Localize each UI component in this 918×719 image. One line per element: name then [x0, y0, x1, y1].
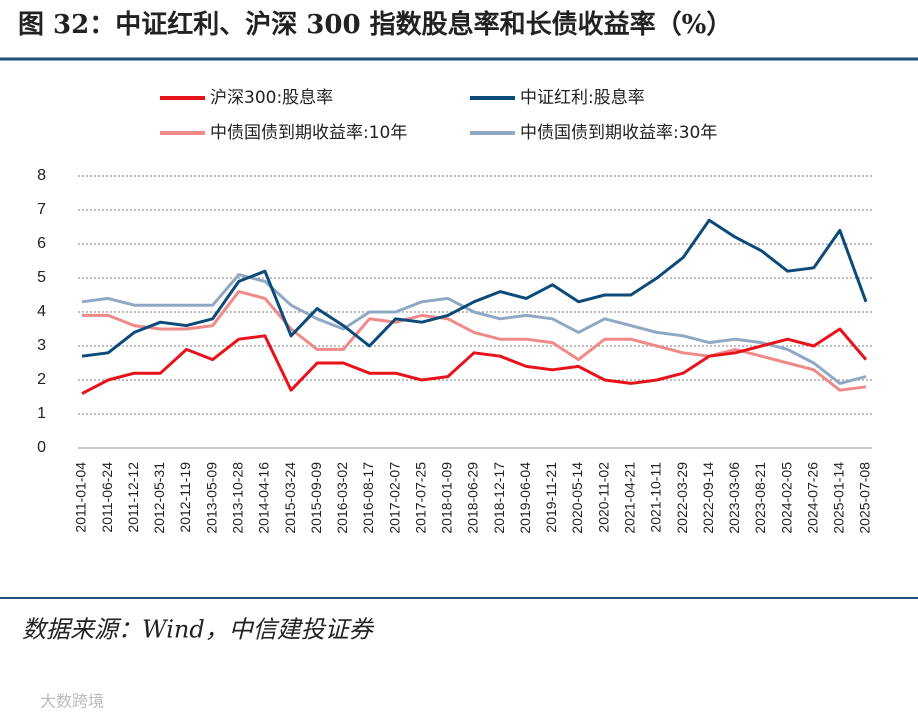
x-tick-label: 2021-10-11: [648, 462, 664, 533]
x-tick-label: 2025-01-14: [831, 462, 847, 534]
x-tick-label: 2021-04-21: [622, 462, 638, 534]
x-tick-label: 2020-05-14: [569, 462, 585, 534]
legend-label: 中债国债到期收益率:10年: [210, 123, 407, 143]
series-line: [82, 290, 867, 392]
x-tick-label: 2011-06-24: [99, 462, 115, 533]
x-tick-label: 2025-07-08: [857, 462, 873, 534]
y-tick-label: 4: [37, 303, 46, 320]
series-line: [81, 218, 868, 358]
series-line: [81, 327, 868, 395]
x-tick-label: 2018-01-09: [439, 462, 455, 534]
x-tick-label: 2014-04-16: [256, 462, 272, 534]
y-tick-label: 6: [37, 235, 46, 252]
x-tick-label: 2012-05-31: [151, 462, 167, 534]
x-tick-label: 2023-03-06: [726, 462, 742, 534]
x-tick-label: 2022-03-29: [674, 462, 690, 534]
x-tick-label: 2016-08-17: [360, 462, 376, 534]
x-tick-label: 2023-08-21: [752, 462, 768, 534]
x-tick-label: 2015-03-24: [282, 462, 298, 534]
x-tick-label: 2018-06-29: [465, 462, 481, 534]
legend-label: 中证红利:股息率: [520, 88, 645, 108]
x-tick-label: 2011-12-12: [125, 462, 141, 533]
x-tick-label: 2018-12-17: [491, 462, 507, 534]
legend-label: 沪深300:股息率: [210, 88, 333, 108]
chart-title: 图 32：中证红利、沪深 300 指数股息率和长债收益率（%）: [18, 9, 732, 40]
y-tick-label: 1: [37, 405, 46, 422]
x-tick-label: 2019-11-21: [543, 462, 559, 533]
x-tick-label: 2015-09-09: [308, 462, 324, 534]
x-tick-label: 2016-03-02: [334, 462, 350, 534]
x-tick-label: 2024-02-05: [778, 462, 794, 534]
legend-label: 中债国债到期收益率:30年: [520, 123, 717, 143]
y-tick-label: 7: [37, 201, 46, 218]
series-line: [81, 273, 867, 385]
source: 数据来源：Wind，中信建投证券: [22, 616, 375, 644]
x-tick-label: 2020-11-02: [595, 462, 611, 533]
y-tick-label: 5: [37, 269, 46, 286]
watermark: 大数跨境: [40, 692, 104, 711]
x-tick-label: 2013-05-09: [203, 462, 219, 534]
x-tick-label: 2019-06-04: [517, 462, 533, 534]
x-tick-label: 2013-10-28: [230, 462, 246, 534]
y-tick-label: 0: [37, 439, 46, 456]
y-tick-label: 8: [37, 167, 46, 184]
x-tick-label: 2017-07-25: [412, 462, 428, 534]
x-tick-label: 2011-01-04: [73, 462, 89, 533]
x-tick-label: 2017-02-07: [386, 462, 402, 534]
x-tick-label: 2012-11-19: [177, 462, 193, 533]
x-tick-label: 2022-09-14: [700, 462, 716, 534]
x-tick-label: 2024-07-26: [804, 462, 820, 534]
y-tick-label: 3: [37, 337, 46, 354]
y-tick-label: 2: [37, 371, 46, 388]
